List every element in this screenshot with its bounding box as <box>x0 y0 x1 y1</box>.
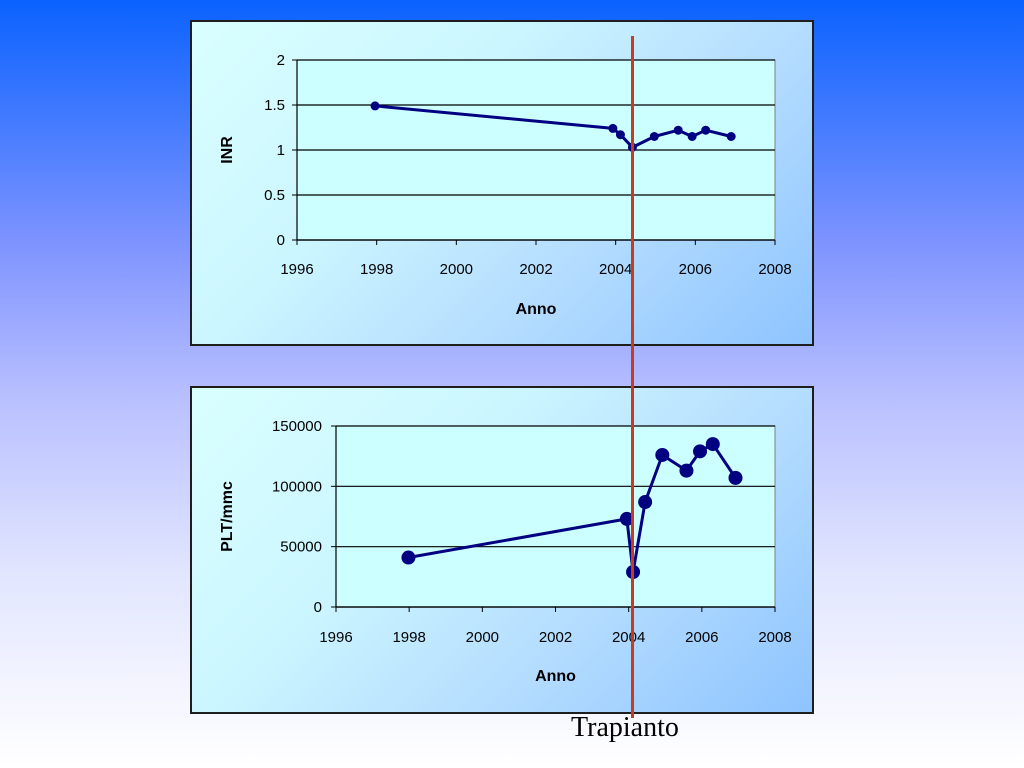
x-tick-label: 2008 <box>758 629 791 646</box>
x-tick-label: 1998 <box>392 629 425 646</box>
data-point <box>638 495 653 510</box>
transplant-marker-label: Trapianto <box>571 712 679 743</box>
data-point <box>615 130 625 140</box>
y-tick-label: 50000 <box>280 539 322 556</box>
y-tick-label: 1.5 <box>264 97 285 114</box>
x-axis-title: Anno <box>535 668 576 685</box>
x-tick-label: 2002 <box>539 629 572 646</box>
x-tick-label: 2004 <box>599 261 632 278</box>
data-point <box>687 132 697 141</box>
data-point <box>370 101 380 111</box>
data-point <box>726 132 736 141</box>
data-point <box>701 125 711 135</box>
plot-area <box>335 425 776 608</box>
plt-chart: 0 50000 100000 150000 1996 1998 2000 2002 2004 20… <box>219 418 792 685</box>
data-point <box>673 125 683 135</box>
data-point <box>608 123 618 133</box>
data-point <box>401 550 416 565</box>
inr-chart-panel: 0 0.5 1 1.5 2 1996 1998 2000 2002 2004 2006 2008 Ann… <box>190 20 814 346</box>
data-point <box>655 447 670 462</box>
y-axis-title: INR <box>219 136 236 164</box>
data-point <box>649 132 659 141</box>
data-point <box>705 437 720 452</box>
x-tick-label: 2004 <box>612 629 645 646</box>
y-tick-label: 1 <box>277 142 285 159</box>
y-tick-label: 2 <box>277 52 285 69</box>
x-tick-label: 1996 <box>319 629 352 646</box>
x-tick-label: 2006 <box>679 261 712 278</box>
data-point <box>693 444 708 459</box>
x-tick-label: 2002 <box>519 261 552 278</box>
data-point <box>728 470 743 485</box>
x-tick-label: 2006 <box>685 629 718 646</box>
x-tick-label: 2000 <box>440 261 473 278</box>
y-tick-label: 100000 <box>272 478 322 495</box>
x-tick-label: 2000 <box>466 629 499 646</box>
x-tick-label: 1998 <box>360 261 393 278</box>
transplant-marker-line <box>631 36 634 718</box>
y-tick-label: 150000 <box>272 418 322 435</box>
plt-chart-panel: 0 50000 100000 150000 1996 1998 2000 2002 2004 20… <box>190 386 814 714</box>
y-axis-title: PLT/mmc <box>219 481 236 552</box>
y-tick-label: 0 <box>314 599 322 616</box>
x-axis-title: Anno <box>516 301 557 318</box>
data-point <box>619 511 634 526</box>
inr-chart: 0 0.5 1 1.5 2 1996 1998 2000 2002 2004 2006 2008 Ann… <box>219 52 792 318</box>
data-point <box>679 463 694 478</box>
y-tick-label: 0.5 <box>264 187 285 204</box>
y-tick-label: 0 <box>277 232 285 249</box>
x-tick-label: 2008 <box>758 261 791 278</box>
x-tick-label: 1996 <box>280 261 313 278</box>
